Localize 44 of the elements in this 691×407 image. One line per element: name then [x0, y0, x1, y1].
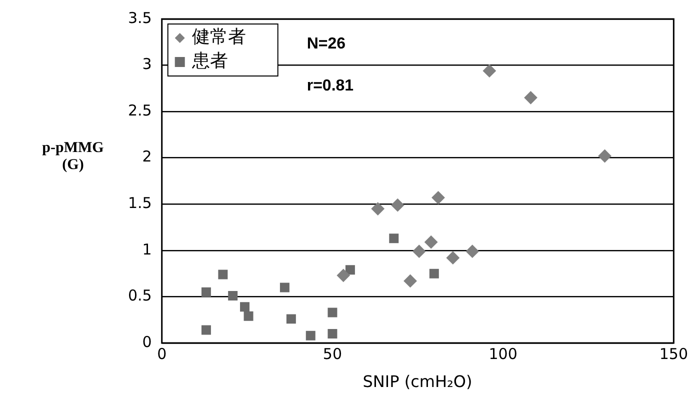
point [466, 244, 479, 258]
point [404, 274, 417, 288]
x-tick-label: 150 [659, 344, 688, 363]
annotation: r=0.81 [306, 77, 354, 94]
y-tick-label: 3.5 [128, 8, 152, 27]
x-tick-label: 50 [322, 344, 342, 363]
point [371, 202, 384, 216]
point [524, 91, 538, 104]
point [345, 265, 355, 275]
point [306, 330, 316, 340]
point [328, 308, 338, 318]
point [412, 244, 426, 258]
y-tick-label: 1.5 [128, 194, 152, 212]
x-axis-title: SNIP (cmH₂O) [362, 372, 474, 391]
point [240, 302, 250, 312]
y-tick-label: 0.5 [128, 286, 152, 305]
point [228, 291, 238, 301]
point [432, 191, 445, 204]
point [286, 314, 296, 324]
y-tick-label: 1 [142, 240, 152, 258]
x-tick-label: 0 [157, 344, 167, 363]
y-tick-label: 3 [142, 55, 152, 74]
point [391, 198, 404, 212]
point [218, 270, 228, 280]
y-tick-label: 2.5 [128, 101, 152, 120]
point [446, 251, 460, 264]
point [336, 268, 350, 282]
legend-label: 患者 [190, 50, 228, 72]
point [482, 64, 496, 78]
point [389, 234, 399, 244]
y-tick-label: 2 [142, 148, 152, 166]
point [424, 236, 438, 249]
point [598, 150, 612, 163]
point [328, 329, 338, 338]
y-axis-title: p-pMMG (G) [41, 140, 105, 174]
point [201, 325, 211, 335]
x-tick-label: 100 [488, 344, 518, 363]
legend-label: 健常者 [192, 26, 246, 48]
y-tick-label: 0 [142, 332, 152, 351]
point [201, 287, 211, 297]
annotation: N=26 [306, 35, 346, 52]
point [429, 268, 439, 278]
point [244, 311, 254, 321]
point [280, 282, 290, 292]
